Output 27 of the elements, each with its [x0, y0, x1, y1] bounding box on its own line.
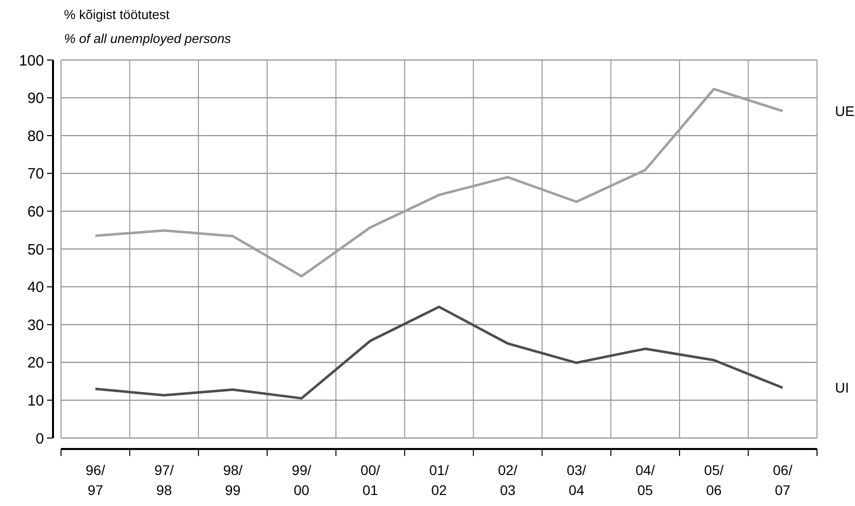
x-tick-label: 00/ 01: [360, 462, 380, 498]
y-tick-label: 80: [27, 128, 44, 145]
x-tick-label: 02/ 03: [498, 462, 518, 498]
text: UE: [835, 102, 854, 119]
chart-subtitle: % of all unemployed persons: [64, 31, 232, 46]
x-tick-label: 97/ 98: [154, 462, 174, 498]
x-tick-label: 04/ 05: [635, 462, 656, 498]
x-tick-label: 03/ 04: [566, 462, 586, 498]
y-tick-label: 70: [27, 166, 44, 183]
x-tick-label: 06/ 07: [772, 462, 792, 498]
y-tick-label: 90: [27, 90, 44, 108]
chart-title: % kõigist töötutest: [64, 7, 170, 22]
y-tick-label: 0: [36, 430, 44, 448]
x-tick-label: 01/ 02: [429, 462, 449, 498]
y-tick-label: 30: [27, 316, 44, 334]
x-tick-label: 96/ 97: [86, 462, 106, 498]
text: UI: [835, 380, 849, 396]
x-tick-label: 99/ 00: [292, 462, 312, 498]
x-tick-label: 98/ 99: [223, 462, 243, 498]
y-tick-label: 60: [27, 203, 44, 220]
x-tick-label: 05/ 06: [704, 462, 724, 498]
y-tick-label: 20: [27, 354, 44, 372]
y-tick-label: 10: [27, 392, 44, 410]
y-tick-label: 50: [27, 241, 44, 258]
y-tick-label: 40: [27, 279, 44, 296]
line-series: [94, 306, 784, 400]
y-tick-label: 100: [18, 52, 44, 70]
